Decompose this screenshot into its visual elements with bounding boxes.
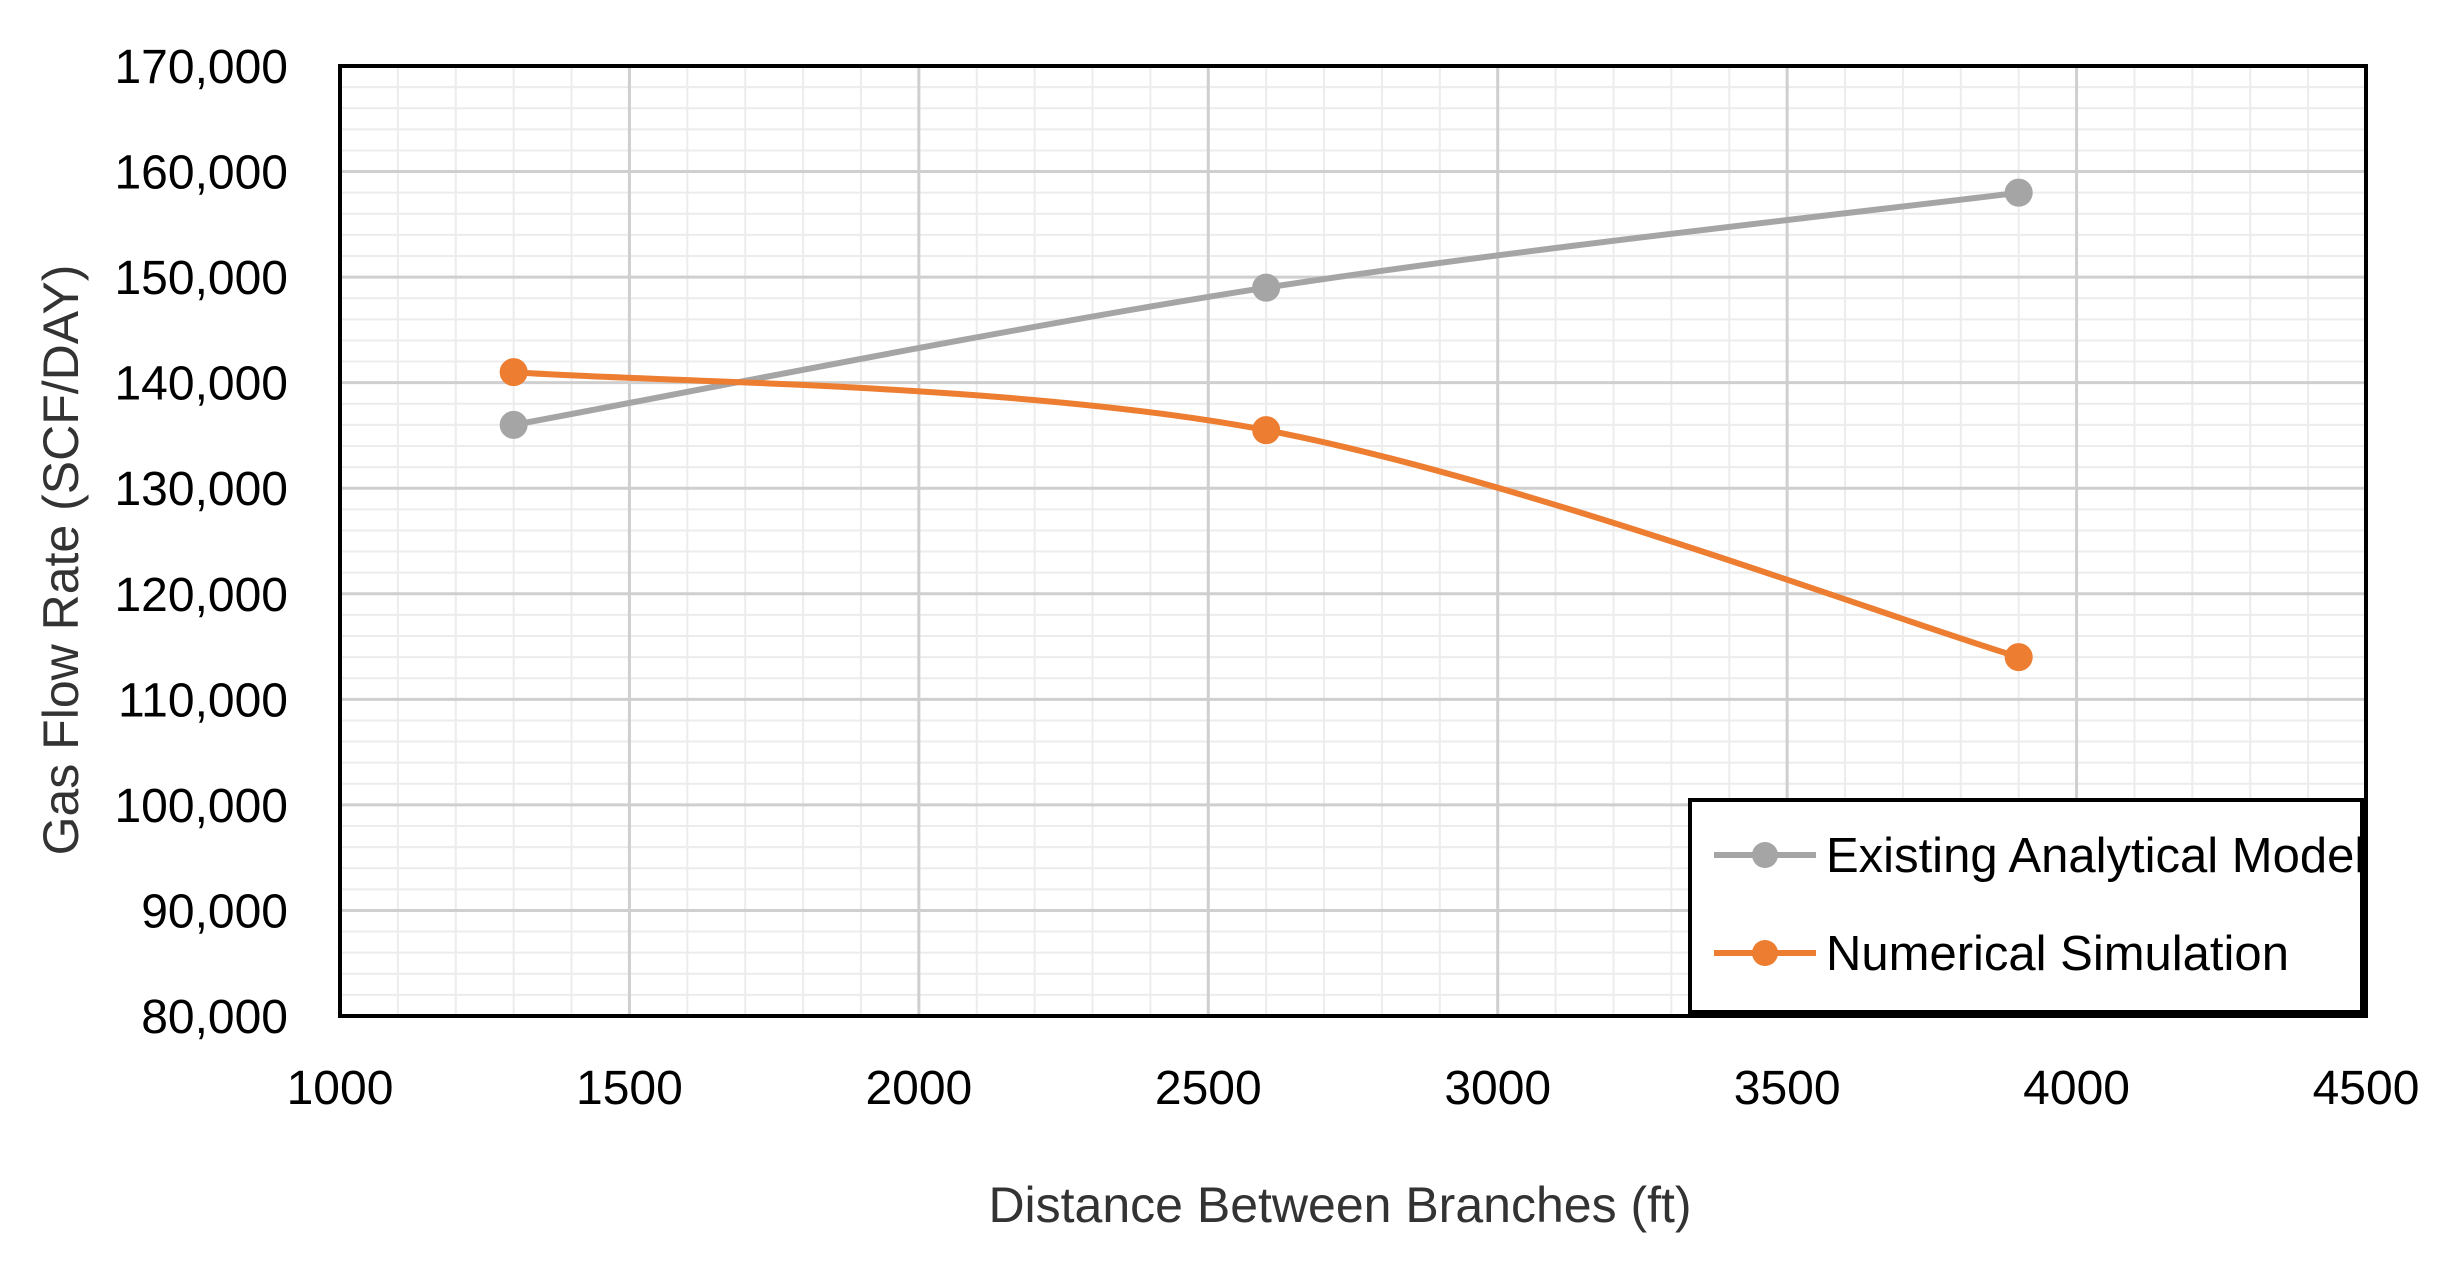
- legend-label-numerical-simulation: Numerical Simulation: [1826, 927, 2289, 981]
- y-tick-label: 150,000: [114, 252, 288, 305]
- legend-box: [1688, 798, 2364, 1014]
- data-point-numerical-simulation: [2004, 643, 2033, 672]
- plot-frame: [338, 64, 2368, 1018]
- legend-marker-numerical-simulation: [1752, 940, 1778, 966]
- series-layer: [499, 178, 2033, 672]
- y-tick-label: 140,000: [114, 358, 288, 411]
- y-tick-label: 170,000: [114, 41, 288, 94]
- y-tick-label: 80,000: [141, 991, 288, 1044]
- y-tick-label: 100,000: [114, 780, 288, 833]
- y-tick-label: 110,000: [118, 674, 288, 727]
- x-tick-label: 1500: [576, 1062, 683, 1115]
- y-tick-labels: 80,000 90,000 100,000 110,000 120,000 130,000…: [114, 41, 288, 1044]
- legend-item-numerical-simulation: Numerical Simulation: [1714, 927, 2289, 981]
- data-point-existing-analytical-model: [499, 410, 528, 439]
- x-tick-label: 3000: [1444, 1062, 1551, 1115]
- series-existing-analytical-model: [499, 178, 2033, 439]
- x-tick-label: 2500: [1155, 1062, 1262, 1115]
- x-tick-label: 4500: [2313, 1062, 2420, 1115]
- x-tick-labels: 1000 1500 2000 2500 3000 3500 4000 4500: [287, 1062, 2420, 1115]
- x-axis-label: Distance Between Branches (ft): [988, 1177, 1691, 1233]
- legend-marker-existing-analytical-model: [1752, 842, 1778, 868]
- data-point-numerical-simulation: [1252, 416, 1281, 445]
- data-point-existing-analytical-model: [1252, 273, 1281, 302]
- y-tick-label: 160,000: [114, 147, 288, 200]
- legend-item-existing-analytical-model: Existing Analytical Model: [1714, 829, 2365, 883]
- x-tick-label: 2000: [865, 1062, 972, 1115]
- x-tick-label: 3500: [1734, 1062, 1841, 1115]
- x-tick-label: 1000: [287, 1062, 394, 1115]
- legend: Existing Analytical Model Numerical Simul…: [1688, 798, 2365, 1014]
- x-tick-label: 4000: [2023, 1062, 2130, 1115]
- y-axis-label: Gas Flow Rate (SCF/DAY): [33, 265, 89, 856]
- series-numerical-simulation: [499, 358, 2033, 672]
- data-point-numerical-simulation: [499, 358, 528, 387]
- y-tick-label: 90,000: [141, 885, 288, 938]
- data-point-existing-analytical-model: [2004, 178, 2033, 207]
- legend-label-existing-analytical-model: Existing Analytical Model: [1826, 829, 2365, 883]
- y-tick-label: 120,000: [114, 569, 288, 622]
- y-tick-label: 130,000: [114, 463, 288, 516]
